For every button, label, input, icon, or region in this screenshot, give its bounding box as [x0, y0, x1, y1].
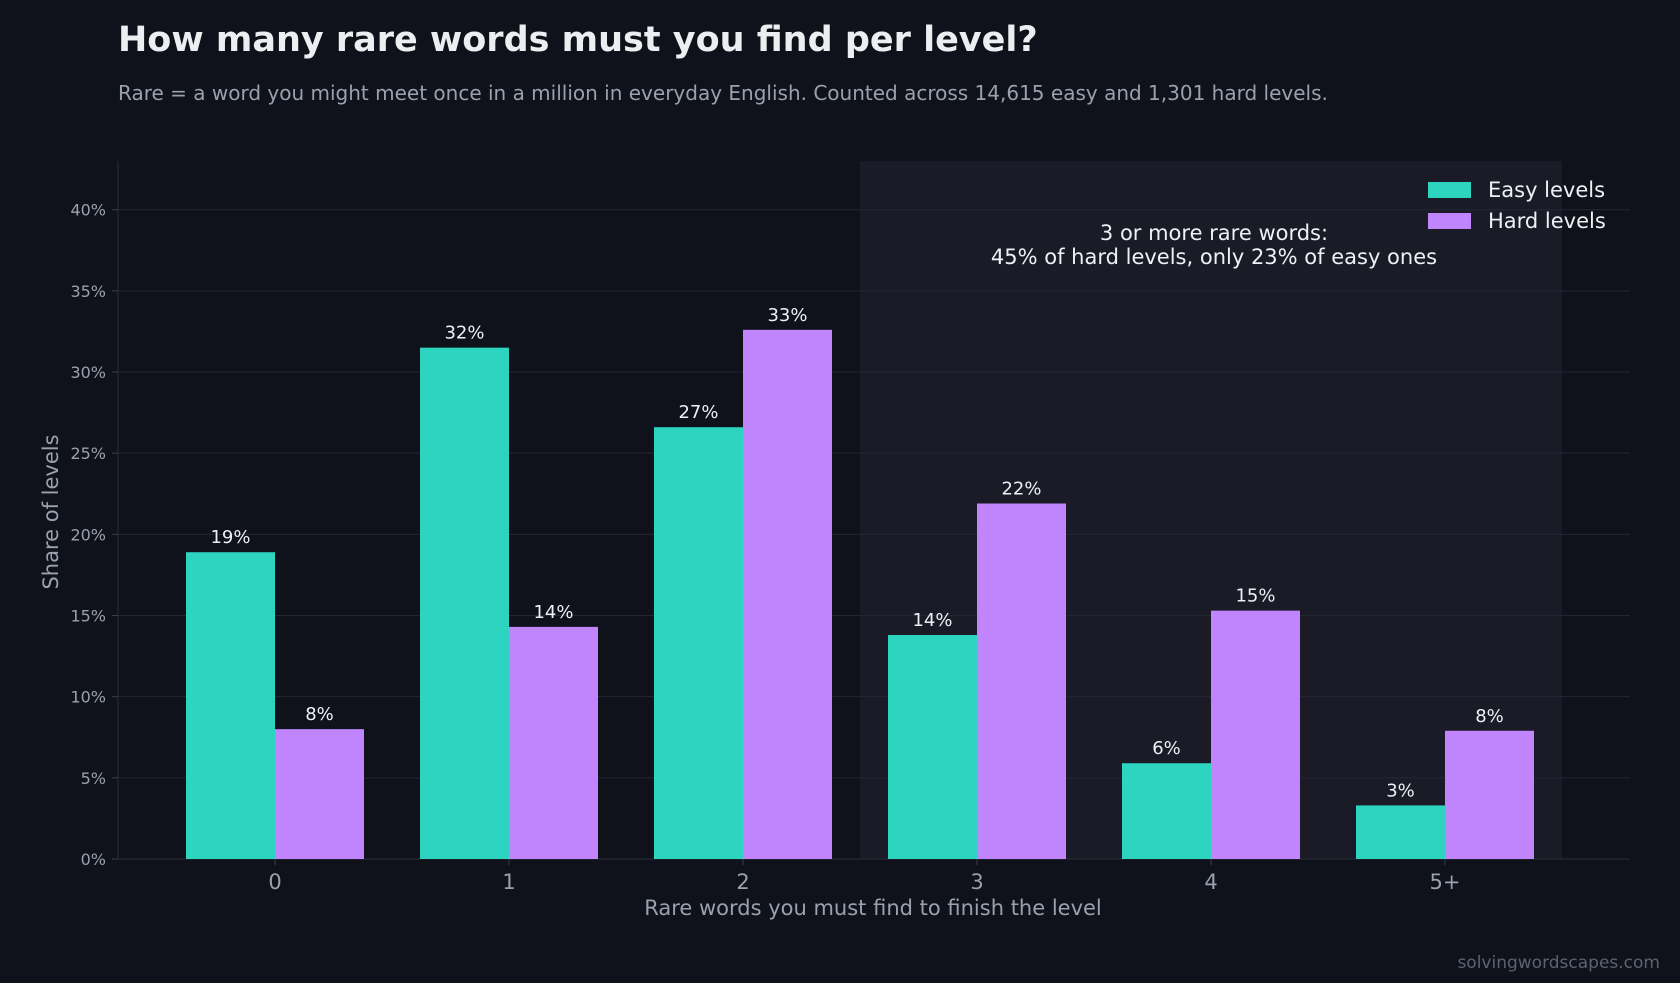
x-axis-label: Rare words you must find to finish the l… — [644, 896, 1102, 920]
x-tick-label: 4 — [1204, 870, 1217, 894]
data-label-easy: 3% — [1386, 780, 1415, 801]
x-tick-label: 3 — [970, 870, 983, 894]
bar-hard — [509, 626, 598, 859]
annotation-line: 3 or more rare words: — [1100, 221, 1328, 245]
y-tick-label: 0% — [81, 850, 106, 869]
highlight-annotation: 3 or more rare words: 45% of hard levels,… — [991, 221, 1437, 269]
bar-easy — [1356, 805, 1445, 859]
bar-easy — [1122, 763, 1211, 859]
data-label-hard: 15% — [1235, 586, 1275, 607]
bar-hard — [977, 503, 1066, 859]
y-axis-label: Share of levels — [39, 434, 63, 589]
legend: Easy levels Hard levels — [1428, 178, 1606, 233]
data-label-hard: 33% — [767, 305, 807, 326]
legend-label-easy: Easy levels — [1488, 178, 1605, 202]
y-tick-label: 15% — [70, 607, 106, 626]
y-tick-label: 10% — [70, 688, 106, 707]
x-tick-label: 1 — [502, 870, 515, 894]
y-tick-label: 35% — [70, 282, 106, 301]
data-label-easy: 14% — [912, 610, 952, 631]
x-tick-label: 0 — [268, 870, 281, 894]
legend-swatch-hard — [1428, 213, 1471, 229]
y-tick-label: 5% — [81, 769, 106, 788]
bar-easy — [888, 634, 977, 859]
data-label-easy: 32% — [444, 323, 484, 344]
data-label-hard: 8% — [305, 704, 334, 725]
data-label-hard: 14% — [533, 602, 573, 623]
y-tick-label: 25% — [70, 444, 106, 463]
bar-easy — [186, 552, 275, 859]
bars: 19% 32% 27% 14% 6% 3% 8% 14% 33% 22% 15% 8% — [186, 305, 1534, 859]
bar-easy — [654, 427, 743, 859]
grid-lines — [118, 209, 1630, 779]
x-tick-label: 2 — [736, 870, 749, 894]
x-axis: 0 1 2 3 4 5+ — [268, 859, 1460, 894]
bar-hard — [743, 329, 832, 859]
legend-swatch-easy — [1428, 182, 1471, 198]
y-tick-label: 30% — [70, 363, 106, 382]
data-label-hard: 22% — [1001, 479, 1041, 500]
bar-hard — [1211, 610, 1300, 859]
data-label-easy: 6% — [1152, 738, 1181, 759]
bar-hard — [1445, 730, 1534, 859]
bar-hard — [275, 729, 364, 859]
data-label-easy: 27% — [678, 402, 718, 423]
bar-easy — [420, 347, 509, 859]
data-label-hard: 8% — [1475, 706, 1504, 727]
chart-title: How many rare words must you find per le… — [118, 20, 1038, 60]
y-tick-label: 20% — [70, 525, 106, 544]
legend-label-hard: Hard levels — [1488, 209, 1606, 233]
data-label-easy: 19% — [210, 527, 250, 548]
y-tick-label: 40% — [70, 201, 106, 220]
site-credit: solvingwordscapes.com — [1457, 953, 1660, 973]
chart-subtitle: Rare = a word you might meet once in a m… — [118, 81, 1328, 105]
y-axis: 0% 5% 10% 15% 20% 25% 30% 35% 40% — [70, 161, 1630, 869]
annotation-line: 45% of hard levels, only 23% of easy one… — [991, 245, 1437, 269]
x-tick-label: 5+ — [1430, 870, 1461, 894]
